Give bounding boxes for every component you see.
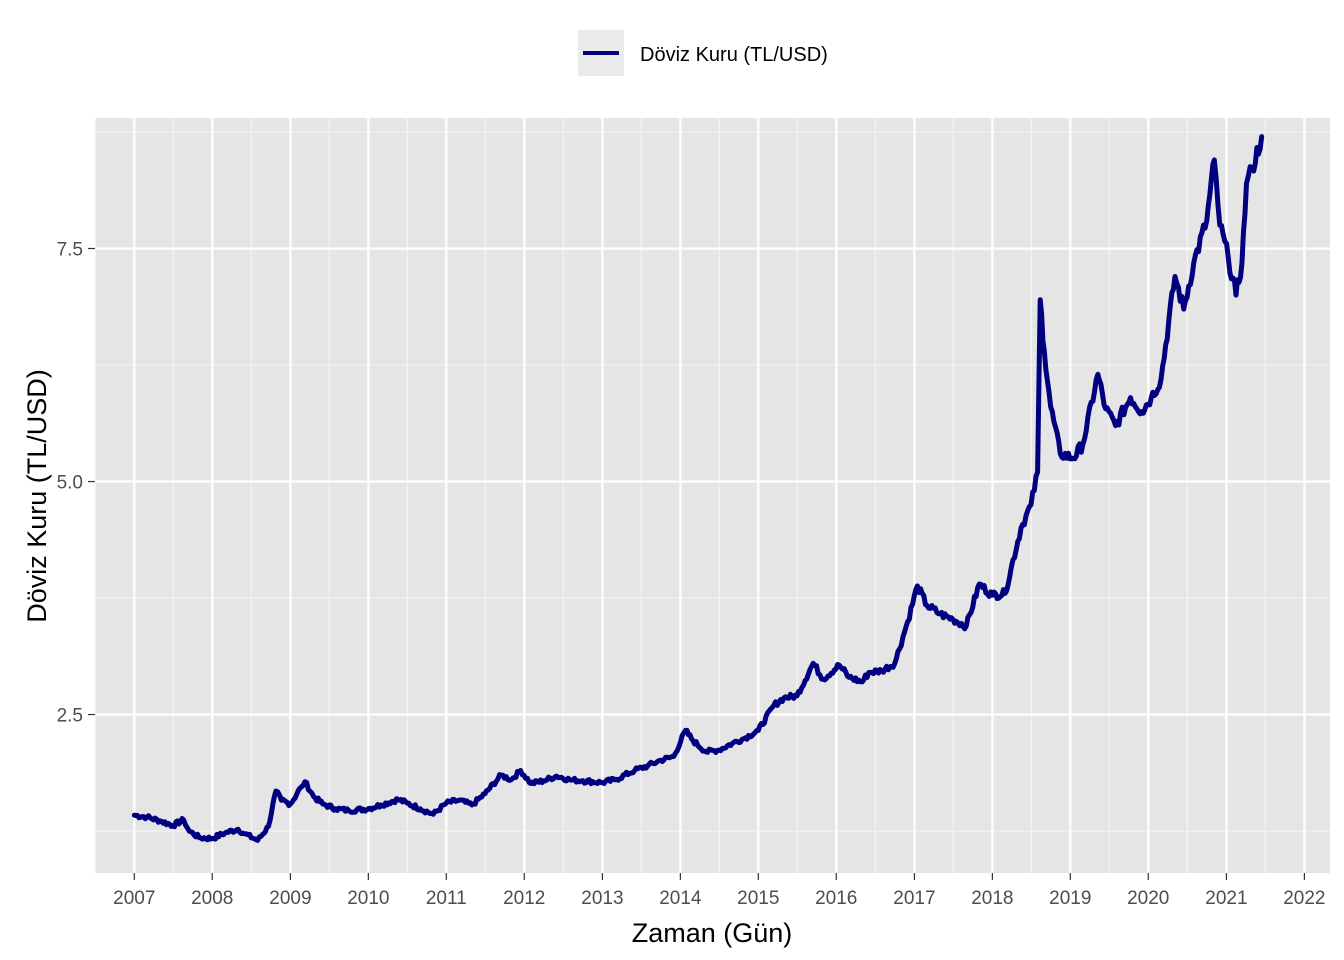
x-tick-label: 2011 xyxy=(426,888,467,909)
x-tick-label: 2015 xyxy=(737,888,779,909)
x-tick-label: 2022 xyxy=(1283,888,1325,909)
x-tick-label: 2017 xyxy=(893,888,935,909)
x-tick-label: 2014 xyxy=(659,888,702,909)
x-axis-title: Zaman (Gün) xyxy=(632,918,793,948)
y-tick-label: 7.5 xyxy=(57,239,83,260)
y-axis-title: Döviz Kuru (TL/USD) xyxy=(22,369,52,623)
x-axis: 2007 2008 2009 2010 2011 2012 2013 2014 2015 2016… xyxy=(113,873,1326,909)
x-tick-label: 2007 xyxy=(113,888,155,909)
x-tick-label: 2010 xyxy=(347,888,389,909)
y-tick-label: 2.5 xyxy=(57,706,83,727)
x-tick-label: 2018 xyxy=(971,888,1013,909)
x-tick-label: 2008 xyxy=(191,888,233,909)
plot-panel xyxy=(95,118,1330,873)
x-tick-label: 2021 xyxy=(1205,888,1247,909)
x-tick-label: 2013 xyxy=(581,888,623,909)
y-tick-label: 5.0 xyxy=(57,473,83,494)
exchange-rate-line xyxy=(131,134,1265,843)
x-tick-label: 2012 xyxy=(503,888,545,909)
x-tick-label: 2009 xyxy=(269,888,311,909)
legend: Döviz Kuru (TL/USD) xyxy=(578,30,828,76)
minor-gridlines xyxy=(94,118,1330,873)
major-gridlines xyxy=(95,118,1330,873)
x-tick-label: 2016 xyxy=(815,888,857,909)
x-tick-label: 2020 xyxy=(1127,888,1169,909)
legend-label: Döviz Kuru (TL/USD) xyxy=(640,44,828,66)
y-axis: 2.5 5.0 7.5 xyxy=(57,239,95,727)
x-tick-label: 2019 xyxy=(1049,888,1091,909)
